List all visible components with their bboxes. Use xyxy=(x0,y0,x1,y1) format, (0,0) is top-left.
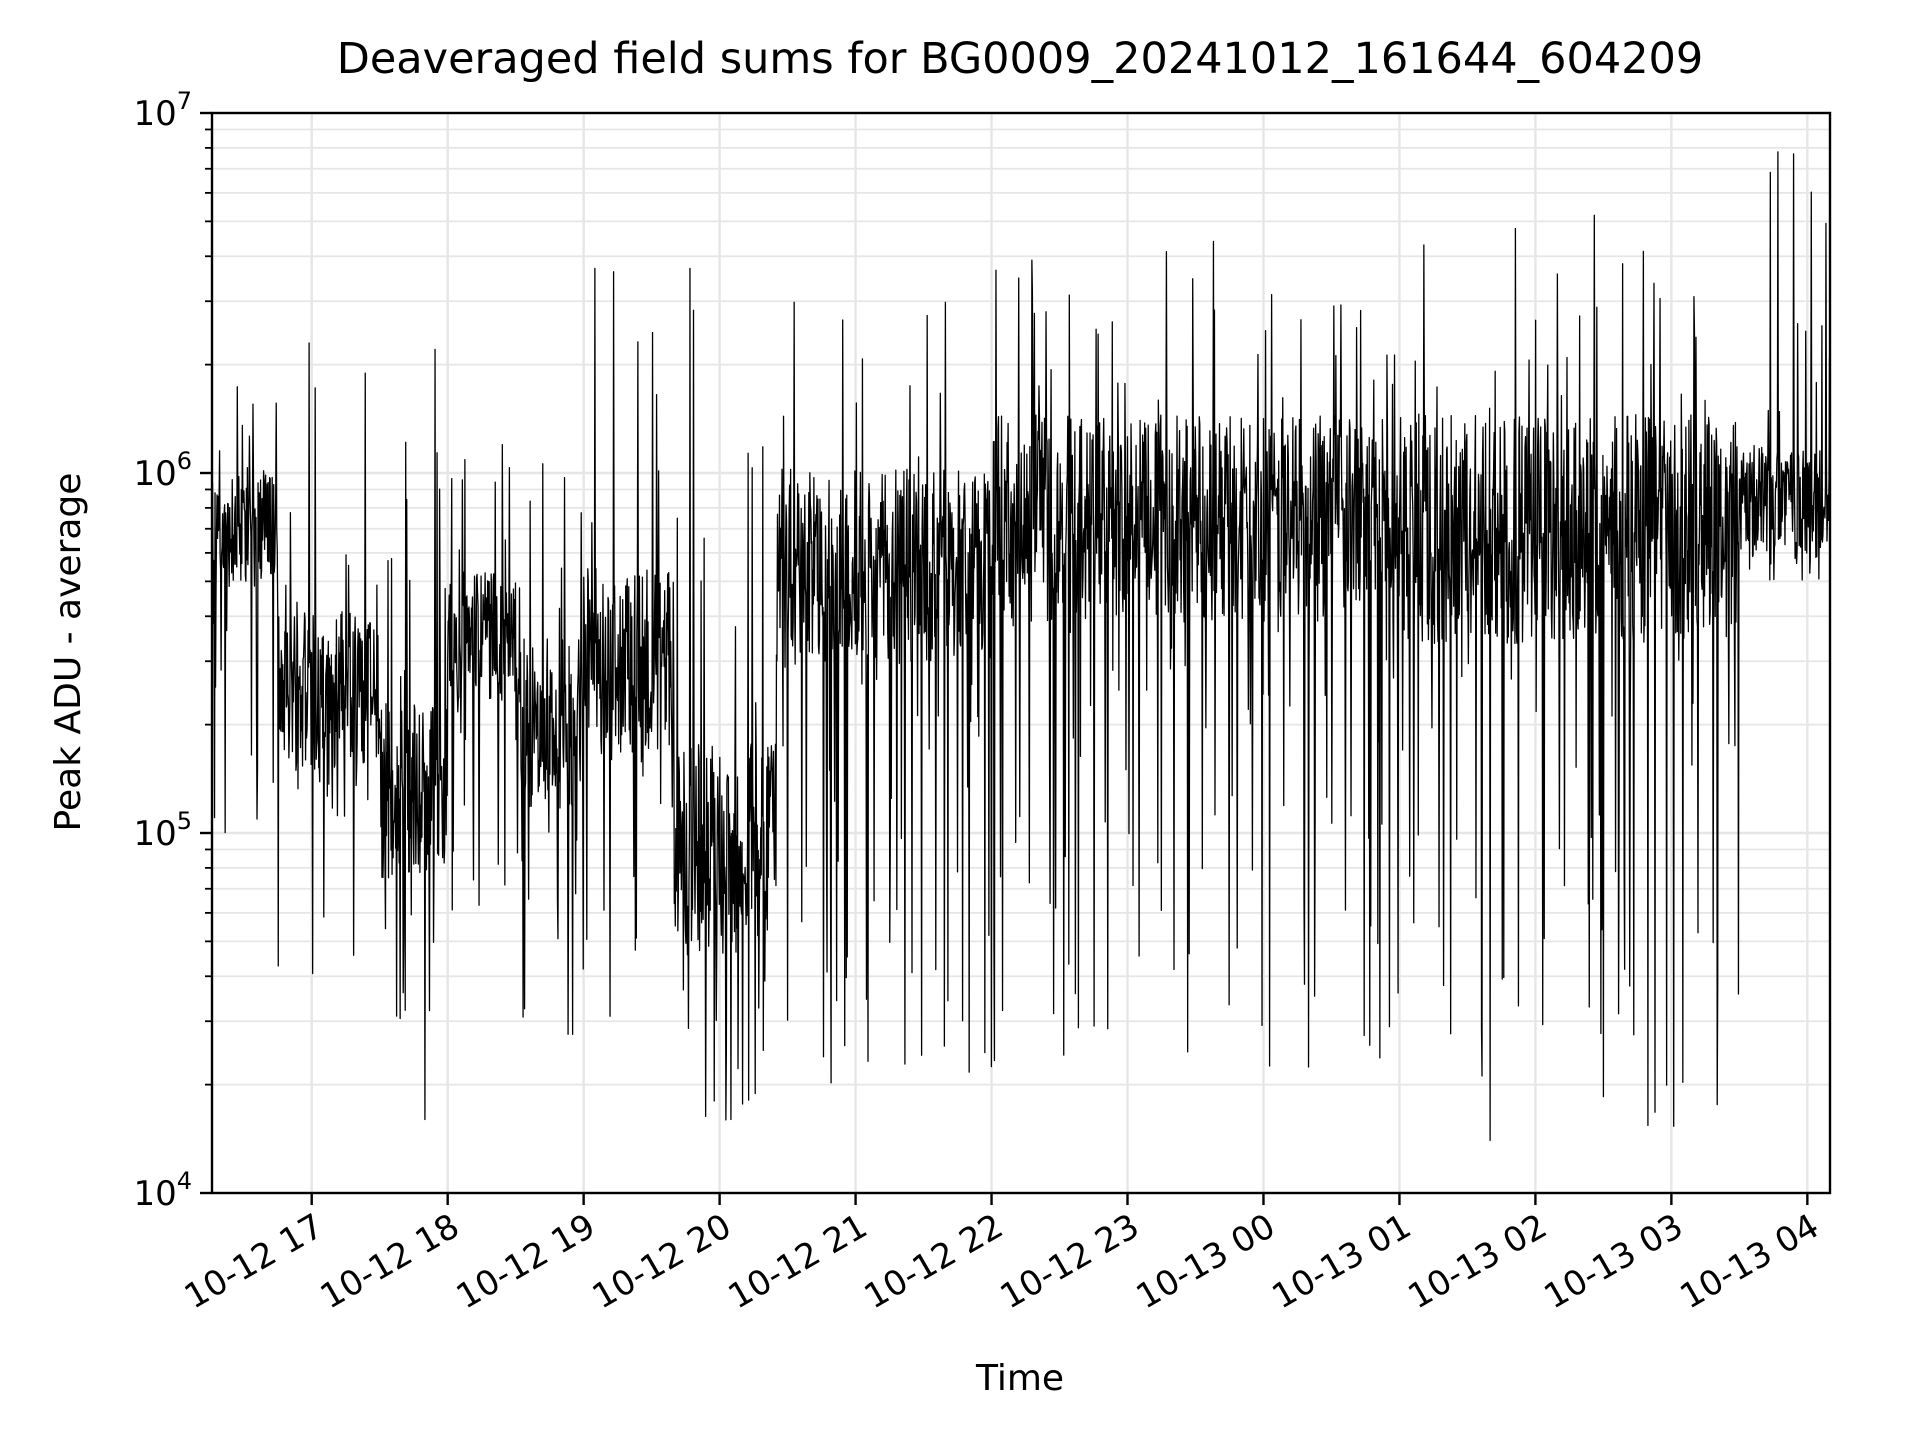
y-tick-label: 104 xyxy=(133,1167,192,1214)
x-tick-label: 10-13 00 xyxy=(1130,1206,1282,1317)
y-tick-label: 105 xyxy=(133,807,192,854)
x-axis-title: Time xyxy=(975,1358,1064,1399)
x-tick-label: 10-13 04 xyxy=(1673,1206,1825,1317)
plot-frame xyxy=(210,111,1832,1195)
y-tick-label: 107 xyxy=(133,87,192,134)
x-tick-label: 10-13 03 xyxy=(1537,1206,1689,1317)
y-axis-title: Peak ADU - average xyxy=(48,473,89,832)
y-tick-label: 106 xyxy=(133,447,192,494)
x-tick-label: 10-13 02 xyxy=(1402,1206,1554,1317)
x-tick-label: 10-12 19 xyxy=(450,1206,602,1317)
x-tick-label: 10-12 20 xyxy=(586,1206,738,1317)
data-series-line xyxy=(211,151,1831,1142)
x-tick-label: 10-12 18 xyxy=(314,1206,466,1317)
series-line xyxy=(211,151,1831,1142)
x-tick-label: 10-12 21 xyxy=(722,1206,874,1317)
x-tick-label: 10-12 22 xyxy=(858,1206,1010,1317)
x-tick-label: 10-13 01 xyxy=(1266,1206,1418,1317)
x-tick-label: 10-12 23 xyxy=(994,1206,1146,1317)
chart-title: Deaveraged field sums for BG0009_2024101… xyxy=(337,34,1704,84)
x-tick-label: 10-12 17 xyxy=(178,1206,330,1317)
axes xyxy=(210,111,1832,1195)
